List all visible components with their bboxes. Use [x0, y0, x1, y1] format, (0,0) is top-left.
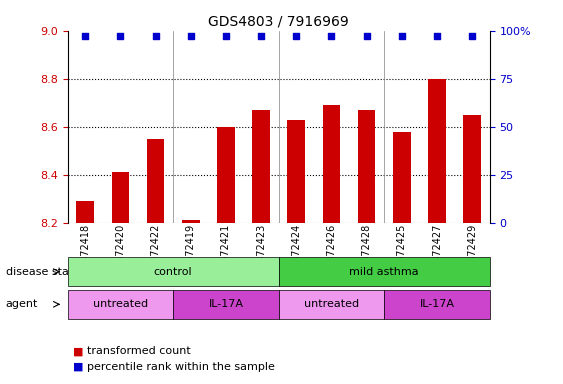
Bar — [288, 119, 305, 223]
Bar — [463, 115, 481, 223]
Text: IL-17A: IL-17A — [419, 299, 454, 310]
Point — [327, 33, 336, 40]
Point — [362, 33, 371, 40]
Point — [468, 33, 477, 40]
Point — [432, 33, 441, 40]
Bar — [358, 110, 376, 223]
Bar — [111, 172, 129, 223]
Text: mild asthma: mild asthma — [350, 266, 419, 277]
Point — [221, 33, 230, 40]
Point — [81, 33, 90, 40]
Text: disease state: disease state — [6, 266, 80, 277]
Point — [257, 33, 266, 40]
Text: ■: ■ — [73, 346, 84, 356]
Bar — [182, 220, 199, 223]
Text: agent: agent — [6, 299, 38, 310]
Text: transformed count: transformed count — [87, 346, 191, 356]
Point — [186, 33, 195, 40]
Text: untreated: untreated — [304, 299, 359, 310]
Text: untreated: untreated — [93, 299, 148, 310]
Bar — [393, 131, 410, 223]
Point — [151, 33, 160, 40]
Text: percentile rank within the sample: percentile rank within the sample — [87, 362, 275, 372]
Point — [397, 33, 406, 40]
Point — [116, 33, 125, 40]
Bar — [77, 201, 94, 223]
Bar — [217, 127, 235, 223]
Bar — [147, 139, 164, 223]
Title: GDS4803 / 7916969: GDS4803 / 7916969 — [208, 14, 349, 28]
Bar — [252, 110, 270, 223]
Bar — [428, 79, 446, 223]
Point — [292, 33, 301, 40]
Text: IL-17A: IL-17A — [208, 299, 243, 310]
Text: ■: ■ — [73, 362, 84, 372]
Bar — [323, 105, 340, 223]
Text: control: control — [154, 266, 193, 277]
